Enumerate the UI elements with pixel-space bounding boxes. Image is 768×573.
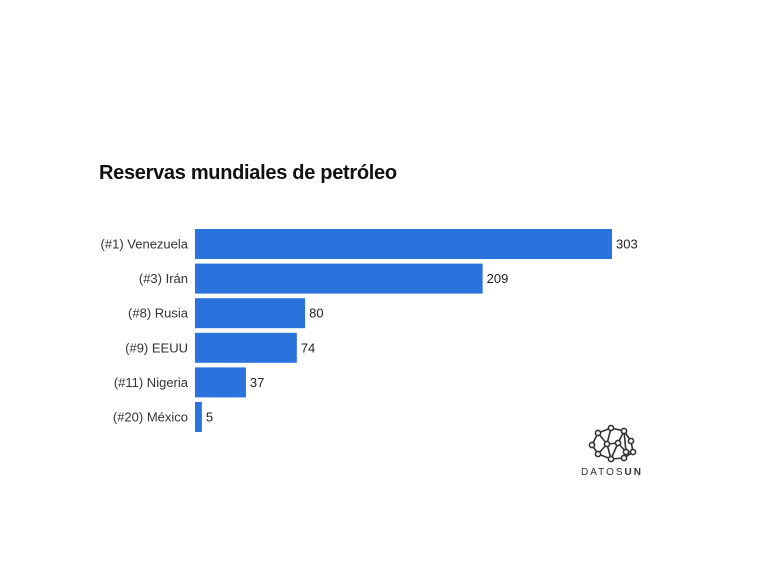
bar	[195, 367, 246, 398]
value-label: 209	[487, 271, 509, 286]
datosun-logo: DATOSUN	[581, 424, 643, 478]
logo-text: DATOSUN	[581, 467, 643, 478]
network-icon	[588, 424, 637, 463]
bar	[195, 263, 483, 294]
category-label: (#3) Irán	[139, 271, 188, 286]
value-label: 5	[206, 410, 213, 425]
chart-title: Reservas mundiales de petróleo	[99, 162, 397, 184]
category-label: (#11) Nigeria	[114, 375, 189, 390]
bar	[195, 298, 306, 329]
bar	[195, 402, 202, 432]
category-label: (#20) México	[113, 410, 188, 425]
category-label: (#9) EEUU	[125, 340, 188, 355]
bar	[195, 332, 297, 363]
category-label: (#8) Rusia	[128, 306, 189, 321]
value-label: 303	[616, 237, 638, 252]
bar	[195, 229, 612, 259]
value-label: 80	[309, 306, 323, 321]
value-label: 74	[301, 340, 315, 355]
value-label: 37	[250, 375, 264, 390]
category-label: (#1) Venezuela	[101, 237, 189, 252]
